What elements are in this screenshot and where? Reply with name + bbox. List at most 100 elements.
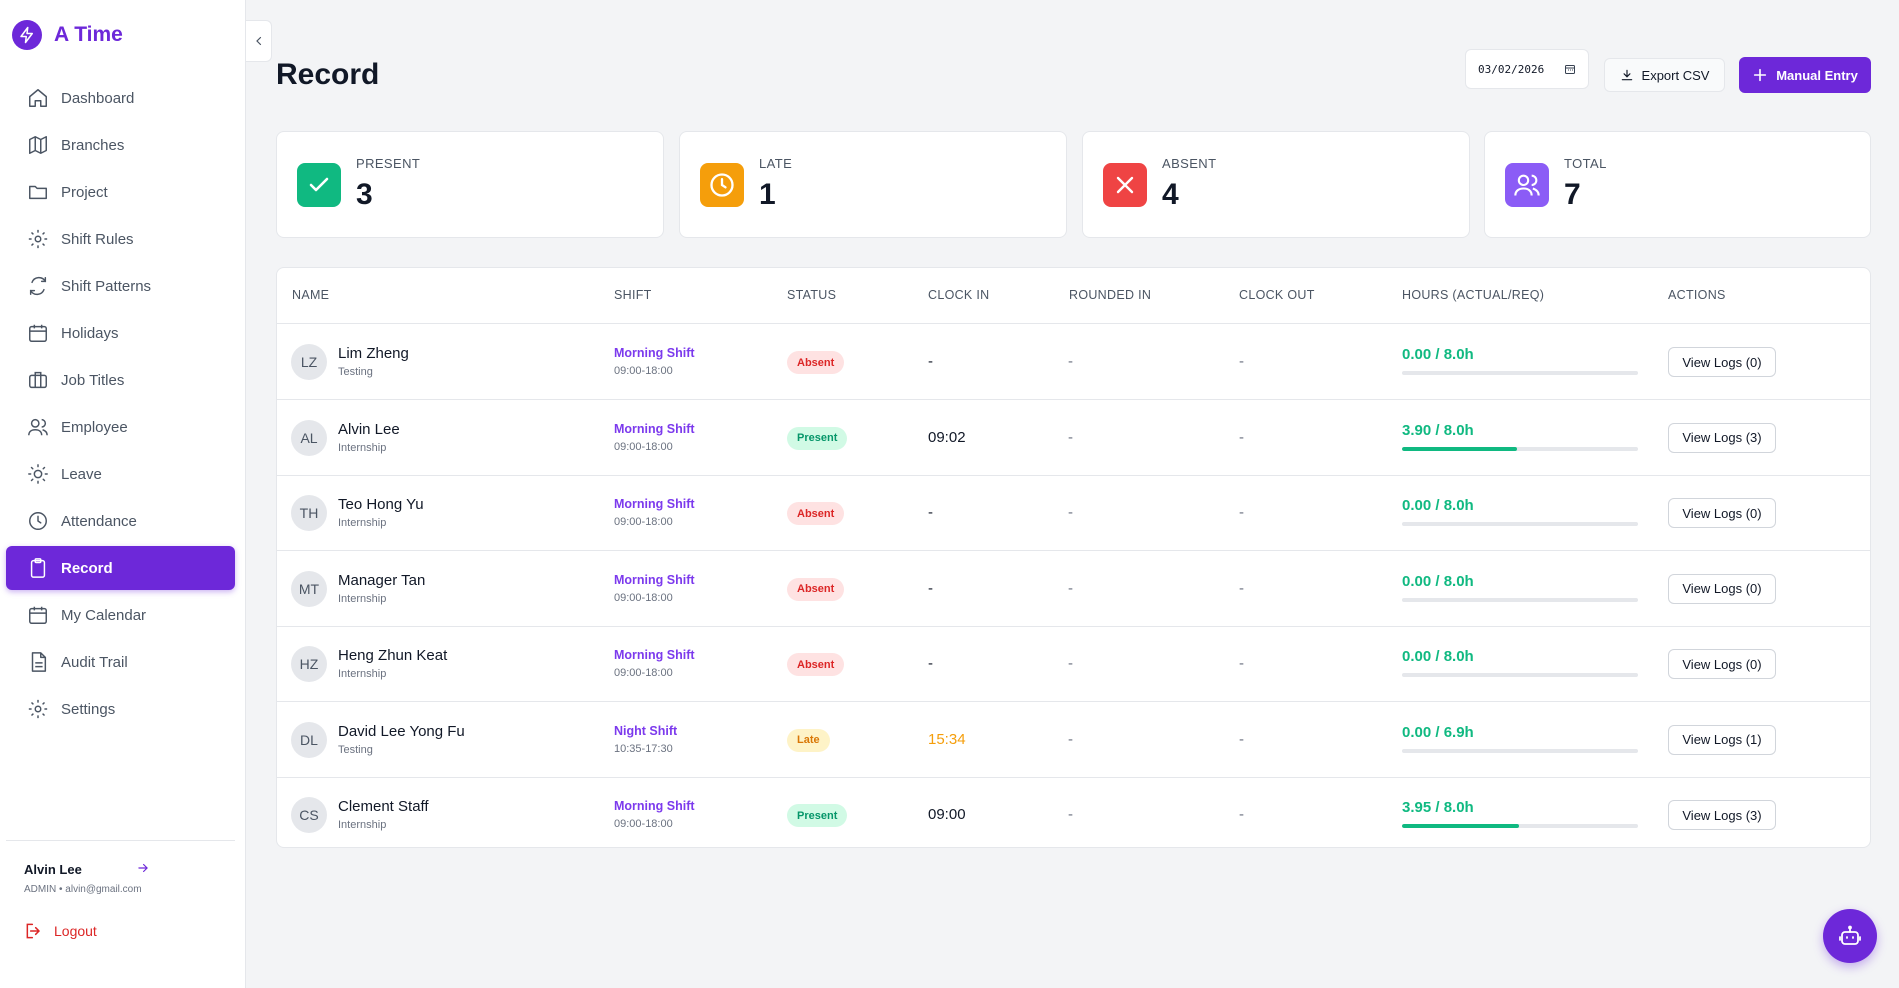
chatbot-button[interactable]: [1823, 909, 1877, 963]
sidebar-item-leave[interactable]: Leave: [6, 452, 235, 496]
rounded-in-value: -: [1068, 504, 1073, 521]
status-badge: Present: [787, 426, 848, 450]
sidebar-item-audit-trail[interactable]: Audit Trail: [6, 640, 235, 684]
stat-label: TOTAL: [1564, 156, 1607, 171]
sun-icon: [28, 464, 48, 484]
hours-value: 0.00 / 6.9h: [1402, 723, 1474, 741]
view-logs-button[interactable]: View Logs (3): [1668, 800, 1776, 830]
avatar: AL: [291, 419, 327, 456]
calendar-icon: [29, 324, 47, 342]
clock-in-value: -: [928, 579, 933, 597]
sidebar-item-label: Record: [61, 559, 113, 577]
stat-label: LATE: [759, 156, 793, 171]
clock-out-value: -: [1239, 730, 1244, 748]
sidebar-item-label: Project: [61, 183, 108, 201]
hours-progress-fill: [1402, 446, 1518, 451]
stat-value: 3: [356, 178, 373, 211]
home-icon: [29, 89, 47, 107]
sidebar-item-employee[interactable]: Employee: [6, 405, 235, 449]
sidebar-item-label: Job Titles: [61, 371, 125, 389]
hours-value: 3.90 / 8.0h: [1402, 421, 1474, 439]
shift-time: 09:00-18:00: [614, 591, 673, 604]
hours-value: 0.00 / 8.0h: [1402, 497, 1474, 514]
robot-icon: [1839, 925, 1861, 945]
hours-value: 0.00 / 8.0h: [1402, 572, 1474, 590]
calendar-icon: [1565, 65, 1575, 74]
download-icon: [1621, 69, 1632, 81]
avatar: TH: [291, 495, 327, 531]
status-badge: Late: [787, 728, 830, 752]
view-logs-button[interactable]: View Logs (0): [1668, 573, 1776, 604]
calendar-icon: [29, 606, 47, 624]
clock-in-value: 09:02: [928, 428, 966, 446]
employee-name: Clement Staff: [338, 798, 429, 815]
attendance-table: NAME SHIFT STATUS CLOCK IN ROUNDED IN CL…: [276, 267, 1871, 848]
sidebar-item-attendance[interactable]: Attendance: [6, 499, 235, 543]
employee-department: Internship: [338, 668, 387, 680]
shift-name: Morning Shift: [614, 497, 695, 511]
brand[interactable]: A Time: [12, 20, 123, 50]
check-icon: [297, 163, 341, 207]
clock-in-value: -: [928, 353, 933, 370]
logout-button[interactable]: Logout: [24, 921, 97, 941]
folder-icon: [29, 185, 47, 200]
clipboard-icon: [30, 558, 46, 578]
sidebar-item-label: Leave: [61, 465, 102, 483]
avatar: LZ: [291, 344, 327, 380]
briefcase-icon: [29, 371, 47, 389]
column-header: HOURS (ACTUAL/REQ): [1402, 288, 1545, 302]
export-csv-button[interactable]: Export CSV: [1604, 58, 1725, 92]
sidebar-item-label: Employee: [61, 418, 128, 436]
sidebar-item-dashboard[interactable]: Dashboard: [6, 76, 235, 120]
hours-progress-bar: [1402, 522, 1638, 526]
user-name[interactable]: Alvin Lee: [24, 862, 82, 877]
shift-time: 09:00-18:00: [614, 667, 673, 679]
hours-progress-bar: [1402, 446, 1638, 451]
employee-name: Manager Tan: [338, 571, 426, 589]
sidebar-item-label: Branches: [61, 136, 125, 154]
view-logs-button[interactable]: View Logs (0): [1668, 649, 1776, 679]
file-icon: [31, 652, 47, 672]
employee-department: Testing: [338, 743, 373, 756]
user-meta: ADMIN • alvin@gmail.com: [24, 884, 142, 895]
sidebar-item-label: Attendance: [61, 512, 137, 530]
sidebar-item-holidays[interactable]: Holidays: [6, 311, 235, 355]
sidebar-item-shift-patterns[interactable]: Shift Patterns: [6, 264, 235, 308]
avatar: HZ: [291, 646, 327, 682]
sidebar-item-label: Shift Rules: [61, 230, 134, 248]
table-row: TH Teo Hong Yu Internship Morning Shift 09:0…: [277, 476, 1870, 551]
sidebar-item-branches[interactable]: Branches: [6, 123, 235, 167]
view-logs-button[interactable]: View Logs (1): [1668, 724, 1776, 755]
sidebar-item-shift-rules[interactable]: Shift Rules: [6, 217, 235, 261]
sidebar-item-job-titles[interactable]: Job Titles: [6, 358, 235, 402]
employee-name: Heng Zhun Keat: [338, 647, 448, 664]
column-header: SHIFT: [614, 288, 652, 302]
shift-name: Night Shift: [614, 723, 678, 738]
stat-card-present: PRESENT 3: [276, 131, 664, 238]
clock-icon: [29, 512, 47, 530]
view-logs-button[interactable]: View Logs (3): [1668, 422, 1776, 453]
sidebar-collapse-button[interactable]: [246, 20, 272, 62]
date-picker[interactable]: 03/02/2026: [1465, 49, 1589, 89]
shift-time: 10:35-17:30: [614, 742, 673, 755]
employee-name: Teo Hong Yu: [338, 496, 424, 513]
clock-in-value: -: [928, 655, 933, 672]
clock-in-value: -: [928, 504, 933, 521]
stat-label: ABSENT: [1162, 156, 1217, 171]
brand-name: A Time: [54, 23, 123, 46]
shift-name: Morning Shift: [614, 572, 695, 587]
sidebar-item-my-calendar[interactable]: My Calendar: [6, 593, 235, 637]
manual-entry-button[interactable]: Manual Entry: [1739, 57, 1871, 93]
sidebar-item-record[interactable]: Record: [6, 546, 235, 590]
shift-time: 09:00-18:00: [614, 440, 673, 453]
table-row: DL David Lee Yong Fu Testing Night Shift 10:…: [277, 703, 1870, 778]
view-logs-button[interactable]: View Logs (0): [1668, 498, 1776, 528]
view-logs-button[interactable]: View Logs (0): [1668, 347, 1776, 377]
hours-progress-bar: [1402, 673, 1638, 677]
sidebar-item-settings[interactable]: Settings: [6, 687, 235, 731]
arrow-right-icon[interactable]: [136, 861, 150, 880]
plus-icon: [1754, 68, 1767, 82]
shift-time: 09:00-18:00: [614, 365, 673, 377]
sidebar-item-project[interactable]: Project: [6, 170, 235, 214]
stat-card-total: TOTAL 7: [1484, 131, 1871, 238]
